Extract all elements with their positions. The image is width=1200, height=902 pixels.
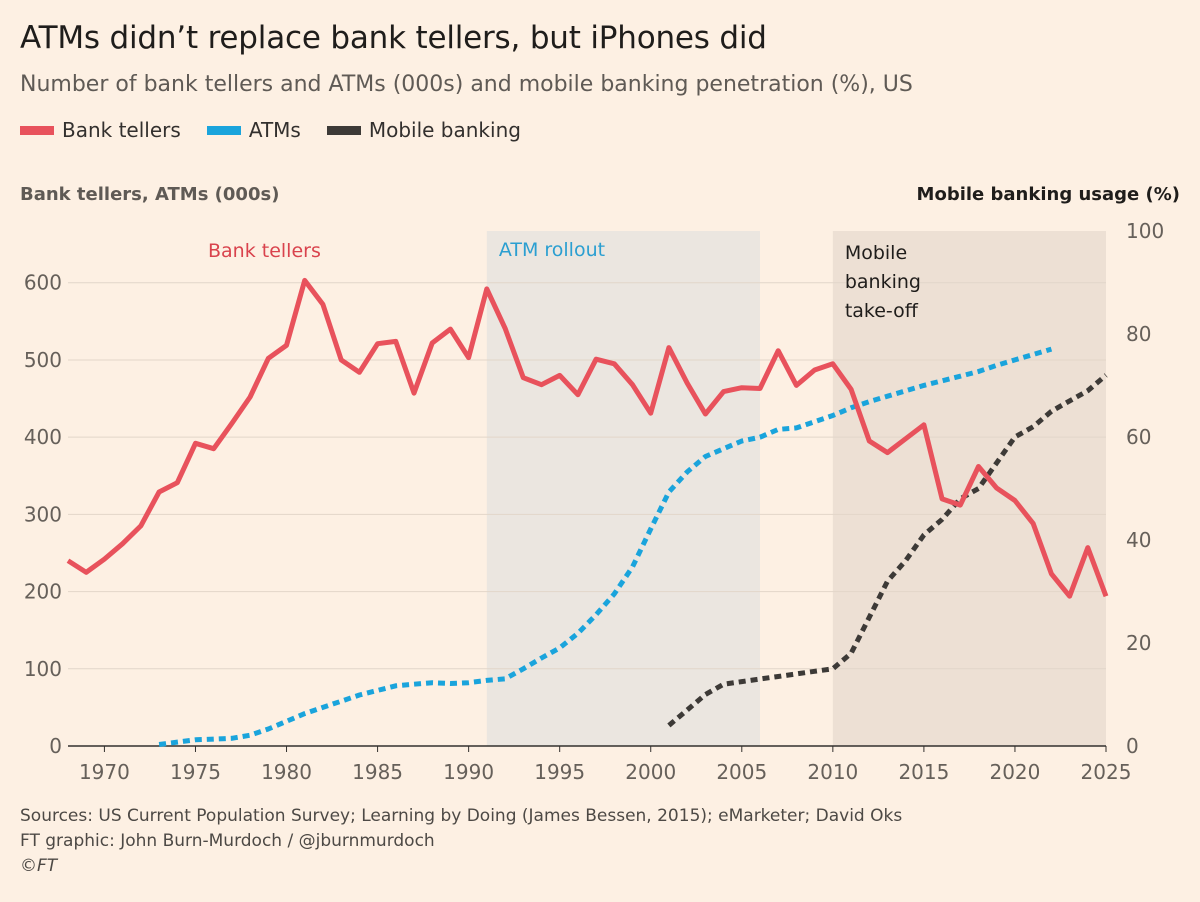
x-tick-1990: 1990 [443,760,494,784]
y-right-tick-0: 0 [1126,734,1139,758]
period-label-atm-rollout: ATM rollout [499,239,605,261]
legend-item-atms: ATMs [206,118,301,142]
x-tick-2000: 2000 [625,760,676,784]
period-label-mobile-banking-take-off-line-1: banking [845,271,921,293]
y-right-tick-40: 40 [1126,528,1151,552]
left-axis-label: Bank tellers, ATMs (000s) [20,184,279,205]
x-tick-2015: 2015 [898,760,949,784]
x-tick-1975: 1975 [170,760,221,784]
y-right-tick-100: 100 [1126,219,1164,243]
legend-swatch-atms [206,125,241,135]
line-chart: Bank tellers, ATMs (000s) Mobile banking… [20,184,1180,784]
x-tick-2020: 2020 [989,760,1040,784]
y-left-tick-400: 400 [24,425,62,449]
series-line-atms [158,346,1053,747]
y-right-tick-60: 60 [1126,425,1151,449]
y-left-tick-100: 100 [24,657,62,681]
x-tick-1970: 1970 [79,760,130,784]
legend-swatch-mobile-banking [326,125,361,135]
x-tick-1980: 1980 [261,760,312,784]
y-left-tick-500: 500 [24,348,62,372]
legend-label-bank-tellers: Bank tellers [62,118,181,142]
chart-legend: Bank tellers ATMs Mobile banking [20,118,547,142]
chart-title: ATMs didn’t replace bank tellers, but iP… [20,20,767,56]
x-tick-1995: 1995 [534,760,585,784]
sources-note: Sources: US Current Population Survey; L… [20,806,903,826]
series-line-bank-tellers [66,277,1109,599]
y-left-tick-300: 300 [24,502,62,526]
period-label-mobile-banking-take-off-line-2: take-off [845,300,919,322]
y-left-tick-200: 200 [24,580,62,604]
x-tick-2005: 2005 [716,760,767,784]
legend-swatch-bank-tellers [20,125,54,135]
x-tick-2010: 2010 [807,760,858,784]
chart-subtitle: Number of bank tellers and ATMs (000s) a… [20,72,913,97]
x-tick-1985: 1985 [352,760,403,784]
series-line-mobile-banking [667,373,1108,728]
y-left-tick-0: 0 [49,734,62,758]
y-left-tick-600: 600 [24,271,62,295]
period-label-mobile-banking-take-off-line-0: Mobile [845,242,907,264]
chart-footer: Sources: US Current Population Survey; L… [20,804,902,879]
legend-item-mobile-banking: Mobile banking [326,118,521,142]
legend-item-bank-tellers: Bank tellers [20,118,181,142]
legend-label-atms: ATMs [248,118,301,142]
y-right-tick-80: 80 [1126,322,1151,346]
copyright-note: ©FT [20,856,58,876]
y-right-tick-20: 20 [1126,631,1151,655]
annotation-bank-tellers: Bank tellers [208,240,321,262]
x-tick-2025: 2025 [1081,760,1132,784]
shaded-period-atm-rollout [486,231,760,746]
right-axis-label: Mobile banking usage (%) [917,184,1180,205]
legend-label-mobile-banking: Mobile banking [368,118,521,142]
credit-note: FT graphic: John Burn-Murdoch / @jburnmu… [20,831,435,851]
